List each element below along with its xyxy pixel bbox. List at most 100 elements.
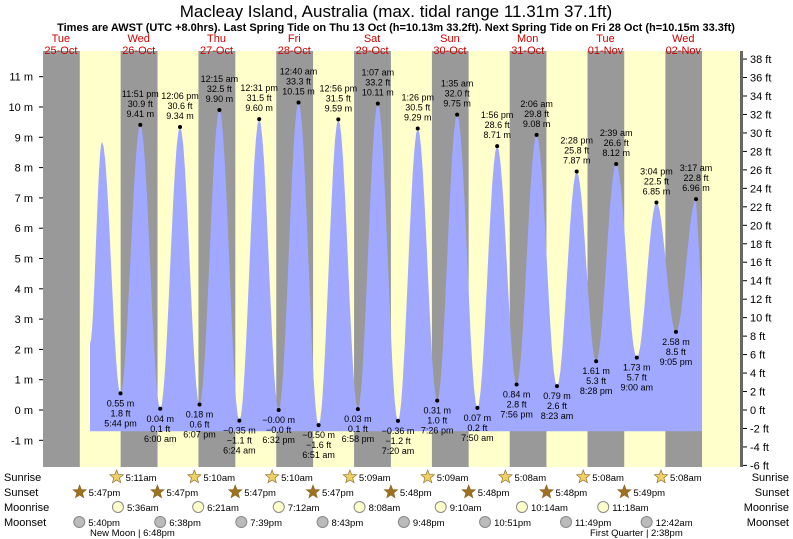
moonset-icon (316, 516, 329, 528)
moonrise-time: 10:14am (531, 503, 568, 514)
moonset-row-label-right: Moonset (747, 517, 789, 529)
moonset-time: 5:40pm (88, 518, 120, 529)
high-tide-metres: 9.34 m (166, 111, 194, 121)
high-tide-time: 12:06 pm (161, 91, 199, 101)
low-tide-feet: 5.7 ft (627, 373, 648, 383)
tide-point (475, 405, 480, 410)
tide-point (534, 132, 539, 137)
sunset-icon (227, 484, 243, 499)
sunset-time: 5:47pm (244, 488, 276, 499)
low-tide-metres: 0.04 m (146, 414, 174, 424)
high-tide-metres: 9.75 m (443, 99, 471, 109)
y-left-tick: 6 m (15, 223, 33, 235)
low-tide-feet: 1.8 ft (110, 408, 131, 418)
y-right-tick: 18 ft (750, 239, 771, 251)
sunrise-row-label: Sunrise (4, 472, 41, 484)
moonset-icon (397, 516, 410, 528)
high-tide-metres: 8.12 m (602, 148, 630, 158)
high-tide-metres: 9.41 m (127, 109, 155, 119)
y-right-tick: 36 ft (750, 73, 771, 85)
low-tide-metres: 0.18 m (186, 410, 214, 420)
tide-point (197, 402, 202, 407)
high-tide-metres: 9.08 m (523, 119, 551, 129)
moonrise-icon (597, 501, 610, 513)
y-left-tick: 10 m (9, 102, 33, 114)
sunset-time: 5:48pm (478, 488, 510, 499)
y-right-tick: -6 ft (750, 460, 769, 472)
y-left-tick: 2 m (15, 344, 33, 356)
high-tide-feet: 28.6 ft (485, 120, 511, 130)
high-tide-time: 2:28 pm (560, 136, 593, 146)
tide-point (316, 423, 321, 428)
sunset-time: 5:47pm (89, 488, 121, 499)
tide-point (158, 406, 163, 411)
low-tide-feet: −1.2 ft (385, 436, 411, 446)
high-tide-feet: 29.8 ft (524, 109, 550, 119)
sunrise-time: 5:08am (592, 473, 624, 484)
moonset-icon (154, 516, 167, 528)
high-tide-time: 12:15 am (201, 74, 239, 84)
tide-point (654, 200, 659, 205)
low-tide-metres: 1.73 m (623, 363, 651, 373)
high-tide-time: 1:26 pm (401, 93, 434, 103)
y-right-tick: 6 ft (750, 350, 765, 362)
sunrise-icon (575, 469, 591, 484)
high-tide-feet: 25.8 ft (564, 146, 590, 156)
tide-point (673, 329, 678, 334)
y-left-tick: 7 m (15, 193, 33, 205)
low-tide-feet: −1.6 ft (306, 440, 332, 450)
sunset-row-label: Sunset (4, 487, 38, 499)
low-tide-metres: 0.79 m (543, 391, 571, 401)
low-tide-time: 8:28 pm (580, 386, 613, 396)
high-tide-feet: 33.2 ft (365, 78, 391, 88)
day-date: 30-Oct (433, 45, 466, 57)
high-tide-feet: 22.5 ft (644, 176, 670, 186)
day-date: 02-Nov (666, 45, 702, 57)
low-tide-feet: 0.2 ft (467, 423, 488, 433)
sunset-time: 5:49pm (633, 488, 665, 499)
moonrise-time: 8:08am (369, 503, 401, 514)
day-labels: Tue25-OctWed26-OctThu27-OctFri28-OctSat2… (44, 33, 701, 57)
low-tide-metres: 0.07 m (464, 413, 492, 423)
tide-point (594, 359, 599, 364)
low-tide-time: 7:50 am (461, 433, 494, 443)
y-left-tick: 0 m (15, 405, 33, 417)
y-right-tick: 24 ft (750, 183, 771, 195)
day-date: 25-Oct (44, 45, 77, 57)
sunrise-time: 5:10am (203, 473, 235, 484)
low-tide-time: 6:32 pm (262, 435, 295, 445)
high-tide-feet: 32.5 ft (207, 84, 233, 94)
moonset-time: 8:43pm (332, 518, 364, 529)
low-tide-time: 6:00 am (144, 434, 177, 444)
moonrise-time: 11:18am (612, 503, 648, 514)
y-right-tick: 4 ft (750, 368, 765, 380)
tide-point (435, 398, 440, 403)
high-tide-time: 2:39 am (600, 128, 633, 138)
moonrise-icon (192, 501, 205, 513)
high-tide-time: 12:31 pm (240, 83, 278, 93)
sunrise-time: 5:11am (126, 473, 157, 484)
tide-point (514, 382, 519, 387)
day-name: Tue (596, 33, 615, 45)
low-tide-metres: 2.58 m (662, 337, 690, 347)
low-tide-time: 5:44 pm (104, 418, 137, 428)
moonset-time: 6:38pm (169, 518, 201, 529)
chart-title: Macleay Island, Australia (max. tidal ra… (180, 2, 612, 21)
moonrise-time: 9:10am (450, 503, 482, 514)
low-tide-metres: −0.00 m (262, 415, 295, 425)
y-left-tick: 3 m (15, 314, 33, 326)
moonrise-time: 5:36am (127, 503, 159, 514)
moonrise-icon (111, 501, 124, 513)
sunrise-time: 5:10am (281, 473, 313, 484)
low-tide-feet: 2.8 ft (507, 400, 528, 410)
moonrise-time: 6:21am (207, 503, 239, 514)
day-date: 26-Oct (122, 45, 155, 57)
sunrise-time: 5:08am (670, 473, 702, 484)
tide-point (118, 391, 123, 396)
low-tide-metres: −0.50 m (302, 430, 335, 440)
sunset-icon (149, 484, 165, 499)
tide-point (257, 117, 262, 122)
low-tide-time: 6:24 am (223, 446, 256, 456)
tide-point (296, 100, 301, 105)
high-tide-feet: 33.3 ft (286, 76, 312, 86)
